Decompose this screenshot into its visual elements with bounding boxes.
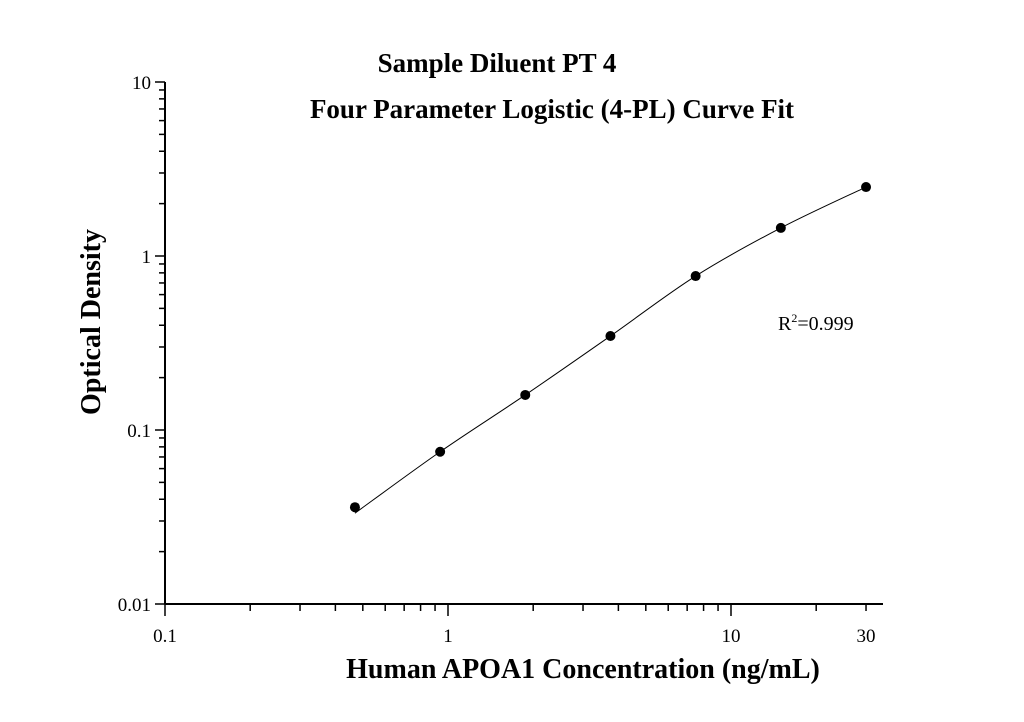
x-tick-label: 1 [443,626,453,647]
data-point [861,182,872,193]
data-point [690,271,701,282]
data-point [605,330,616,341]
data-point [775,222,786,233]
chart-subtitle: Four Parameter Logistic (4-PL) Curve Fit [310,94,794,124]
data-point [435,446,446,457]
x-tick-label: 0.1 [153,626,177,647]
y-tick-label: 10 [132,73,151,94]
x-tick-label: 10 [722,626,741,647]
x-tick-label: 30 [857,626,876,647]
chart-title: Sample Diluent PT 4 [378,48,617,78]
data-point [520,389,531,400]
y-tick-label: 0.1 [127,421,151,442]
data-point [349,502,360,513]
x-axis-label: Human APOA1 Concentration (ng/mL) [346,654,820,685]
y-axis-label: Optical Density [76,229,107,415]
y-tick-label: 0.01 [118,595,151,616]
fit-curve [354,186,867,514]
y-tick-label: 1 [142,247,152,268]
r-squared-annotation: R2=0.999 [778,311,854,335]
